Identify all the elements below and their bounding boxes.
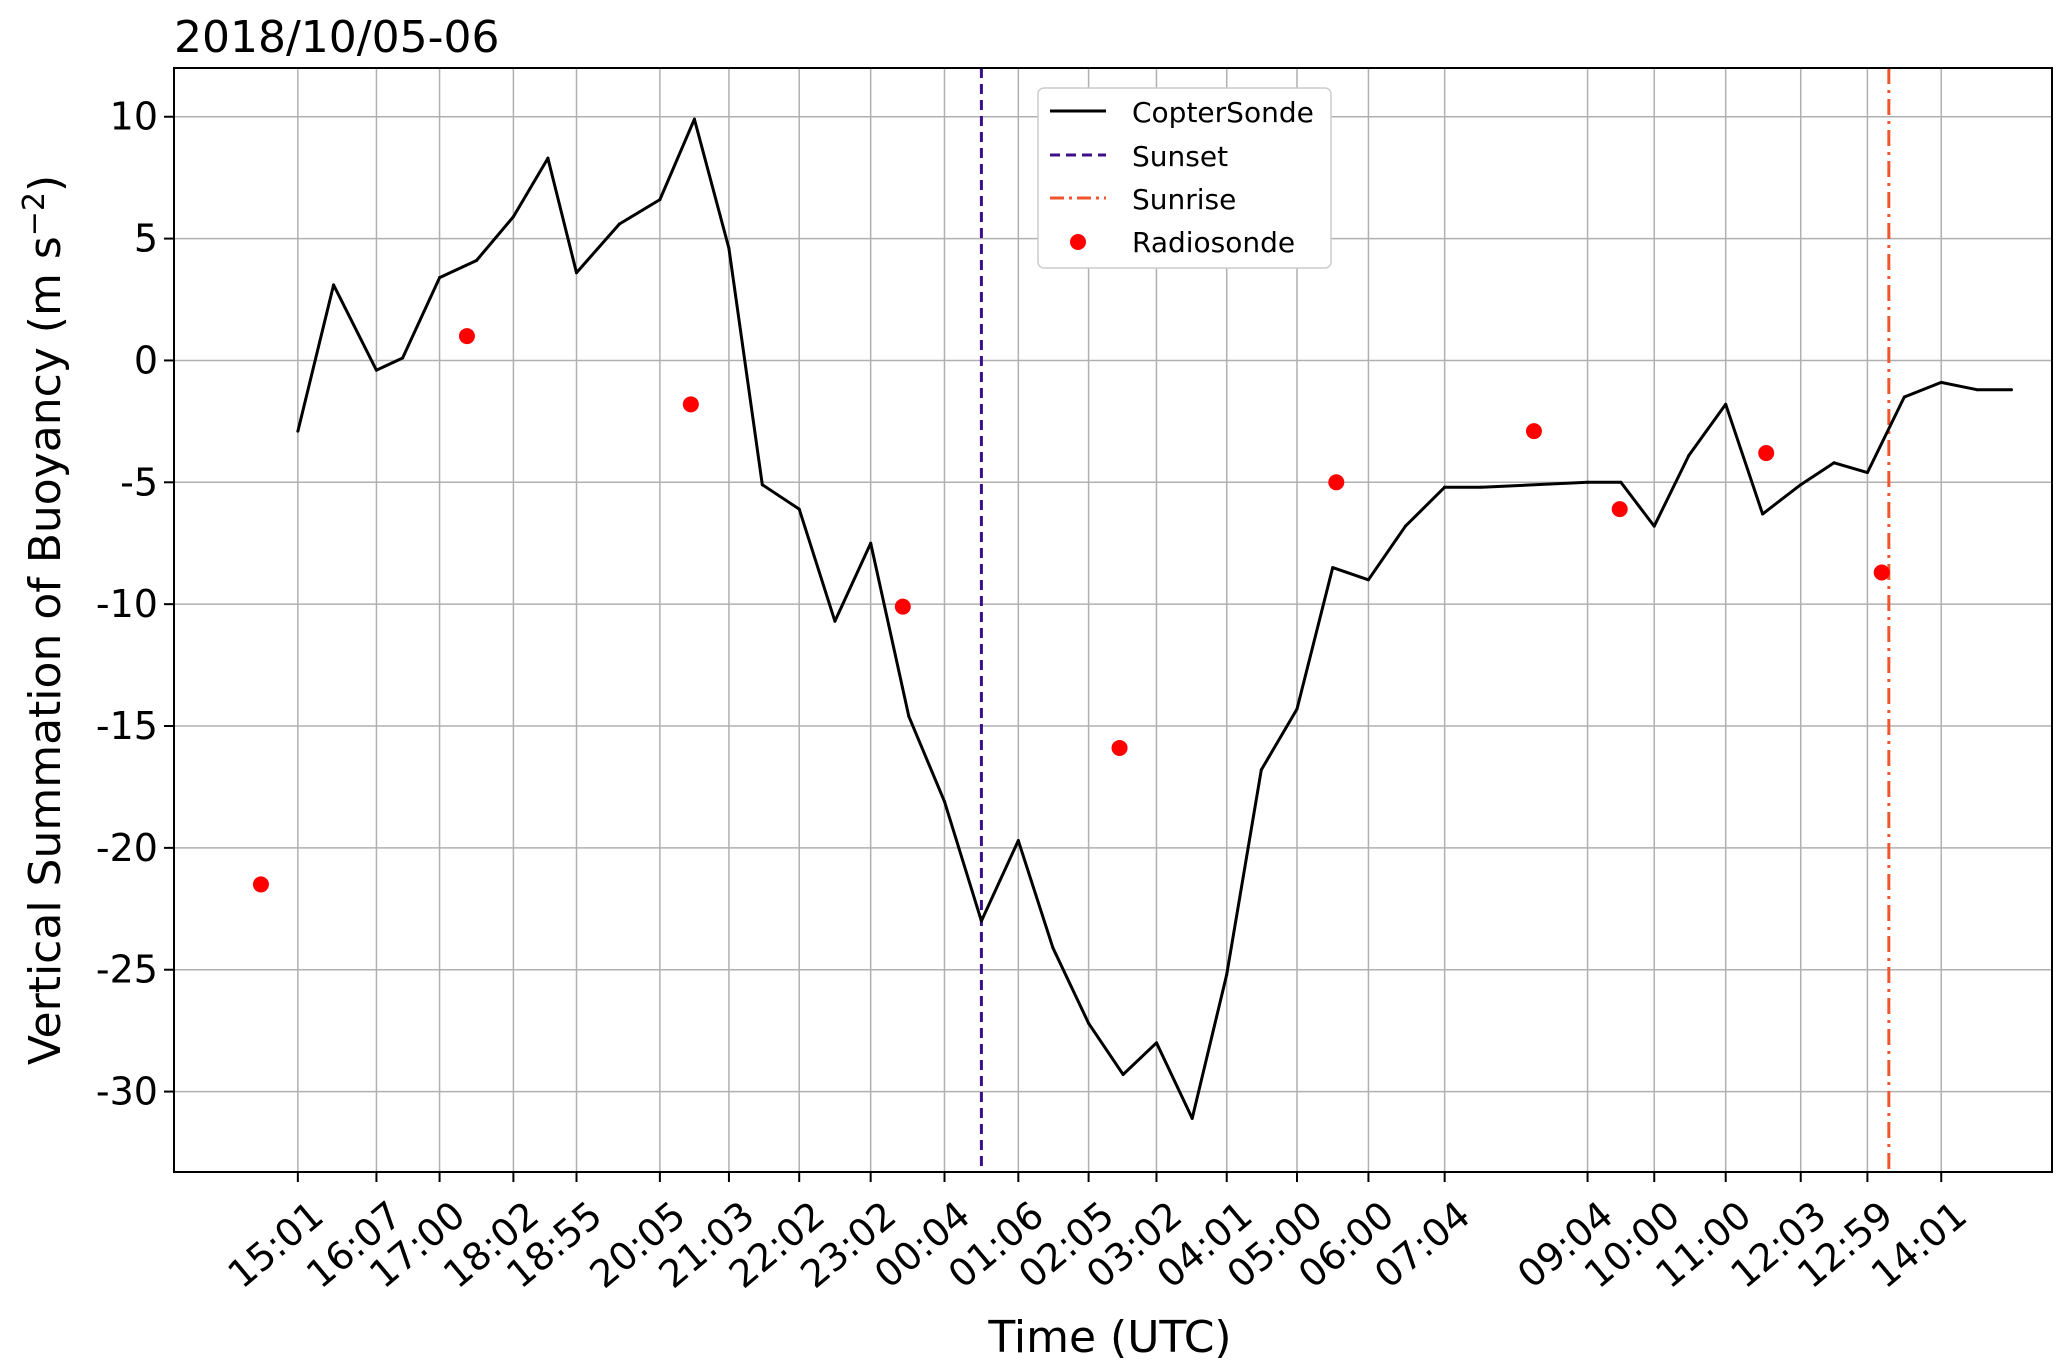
coptersonde-point <box>332 283 336 287</box>
y-tick-label: -10 <box>96 582 158 626</box>
coptersonde-point <box>438 276 442 280</box>
legend-label-radiosonde: Radiosonde <box>1132 226 1295 259</box>
radiosonde-point <box>1525 423 1542 440</box>
coptersonde-point <box>617 222 621 226</box>
coptersonde-point <box>1016 839 1020 843</box>
coptersonde-point <box>1366 578 1370 582</box>
y-axis-label-main: Vertical Summation of Buoyancy (m s <box>20 236 71 1065</box>
y-tick-label: -5 <box>120 460 158 504</box>
coptersonde-point <box>296 429 300 433</box>
coptersonde-point <box>1443 485 1447 489</box>
y-tick-label: -30 <box>96 1070 158 1114</box>
coptersonde-point <box>546 156 550 160</box>
coptersonde-point <box>1799 483 1803 487</box>
coptersonde-point <box>907 714 911 718</box>
coptersonde-point <box>1865 471 1869 475</box>
coptersonde-point <box>1121 1073 1125 1077</box>
coptersonde-point <box>979 919 983 923</box>
coptersonde-point <box>869 541 873 545</box>
radiosonde-point <box>894 598 911 615</box>
coptersonde-point <box>658 198 662 202</box>
y-tick-label: 0 <box>134 338 158 382</box>
legend-label-coptersonde: CopterSonde <box>1132 96 1314 129</box>
coptersonde-point <box>1403 524 1407 528</box>
y-tick-label: -15 <box>96 704 158 748</box>
coptersonde-point <box>1902 395 1906 399</box>
legend-box <box>1037 87 1332 269</box>
coptersonde-point <box>575 271 579 275</box>
radiosonde-point <box>252 876 269 893</box>
coptersonde-point <box>511 215 515 219</box>
legend-label-sunset: Sunset <box>1132 140 1228 173</box>
coptersonde-point <box>760 483 764 487</box>
legend: CopterSonde Sunset Sunrise Radiosonde <box>1037 87 1332 269</box>
coptersonde-point <box>1724 402 1728 406</box>
coptersonde-point <box>692 117 696 121</box>
coptersonde-point <box>474 259 478 263</box>
plot-area-frame <box>173 67 2053 1173</box>
y-axis-label: Vertical Summation of Buoyancy (m s−2) <box>17 175 71 1065</box>
coptersonde-point <box>1154 1041 1158 1045</box>
radiosonde-point <box>1758 445 1775 462</box>
legend-label-sunrise: Sunrise <box>1132 183 1236 216</box>
coptersonde-point <box>1225 973 1229 977</box>
coptersonde-point <box>1190 1116 1194 1120</box>
coptersonde-point <box>727 246 731 250</box>
radiosonde-point <box>458 328 475 345</box>
y-axis-label-suffix: ) <box>20 175 71 192</box>
coptersonde-point <box>1259 768 1263 772</box>
coptersonde-point <box>1832 461 1836 465</box>
coptersonde-point <box>797 507 801 511</box>
y-tick-label: -20 <box>96 826 158 870</box>
grid <box>174 68 2052 1172</box>
coptersonde-point <box>1619 480 1623 484</box>
coptersonde-point <box>942 800 946 804</box>
coptersonde-point <box>1687 453 1691 457</box>
coptersonde-point <box>1480 485 1484 489</box>
chart-title: 2018/10/05-06 <box>174 12 499 63</box>
coptersonde-point <box>1761 512 1765 516</box>
legend-swatch-radiosonde <box>1070 234 1086 250</box>
y-tick-label: -25 <box>96 948 158 992</box>
coptersonde-point <box>1975 388 1979 392</box>
coptersonde-point <box>1331 566 1335 570</box>
coptersonde-point <box>1586 480 1590 484</box>
y-tick-label: 10 <box>110 95 158 139</box>
coptersonde-point <box>1295 707 1299 711</box>
y-axis-label-exponent: −2 <box>17 192 52 236</box>
coptersonde-point <box>401 356 405 360</box>
x-axis-label: Time (UTC) <box>987 1312 1231 1363</box>
radiosonde-point <box>682 396 699 413</box>
coptersonde-point <box>1051 946 1055 950</box>
coptersonde-point <box>1087 1021 1091 1025</box>
radiosonde-point <box>1328 474 1345 491</box>
coptersonde-point <box>833 619 837 623</box>
coptersonde-point <box>1939 380 1943 384</box>
radiosonde-point <box>1611 501 1628 518</box>
radiosonde-point <box>1873 564 1890 581</box>
coptersonde-point <box>2010 388 2014 392</box>
plot-series <box>252 68 2014 1172</box>
radiosonde-point <box>1111 739 1128 756</box>
y-tick-label: 5 <box>134 217 158 261</box>
coptersonde-point <box>374 368 378 372</box>
y-axis-ticks: 10 5 0 -5 -10 -15 -20 -25 -30 <box>96 95 174 1114</box>
coptersonde-point <box>1652 524 1656 528</box>
